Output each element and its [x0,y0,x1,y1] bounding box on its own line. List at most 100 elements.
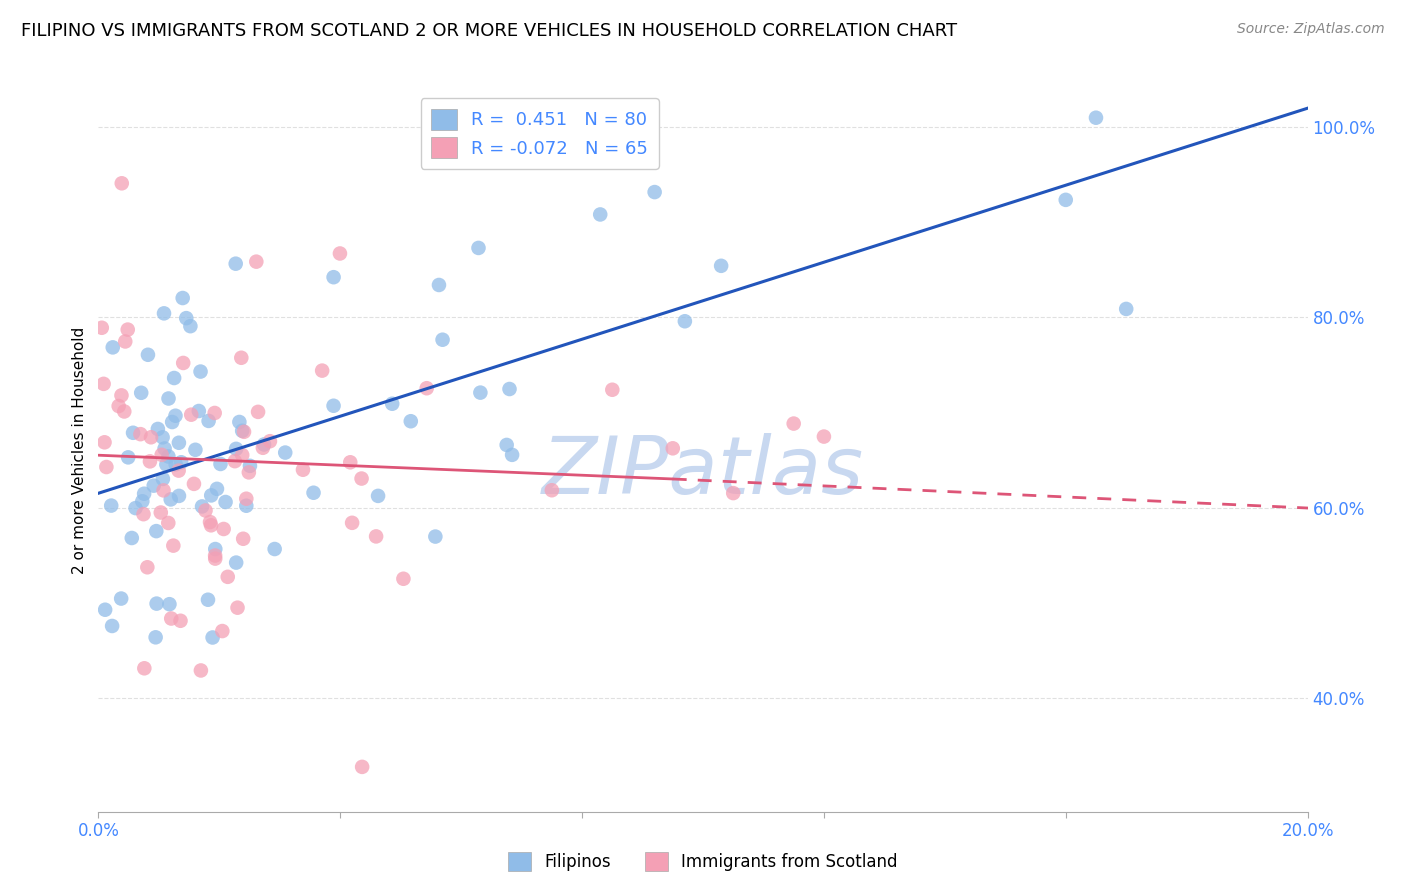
Point [274,445,297,459]
Point [167,435,190,450]
Point [259,434,281,449]
Point [239,458,262,473]
Point [145,597,167,611]
Point [172,291,194,305]
Point [322,399,344,413]
Point [197,414,219,428]
Point [364,529,387,543]
Point [152,483,174,498]
Point [101,619,124,633]
Point [813,429,835,443]
Point [425,530,447,544]
Point [121,531,143,545]
Point [162,539,184,553]
Point [145,630,167,644]
Point [340,516,363,530]
Point [205,482,228,496]
Point [190,365,212,379]
Point [211,624,233,638]
Point [194,503,217,517]
Point [157,516,180,530]
Point [291,463,314,477]
Point [170,455,193,469]
Point [180,408,202,422]
Text: ZIPatlas: ZIPatlas [541,434,865,511]
Point [157,450,180,464]
Point [93,435,115,450]
Point [172,356,194,370]
Point [253,437,276,451]
Point [339,455,361,469]
Point [783,417,806,431]
Point [232,532,254,546]
Point [110,388,132,402]
Point [169,614,191,628]
Point [311,363,333,377]
Point [124,501,146,516]
Point [132,507,155,521]
Point [235,499,257,513]
Point [252,441,274,455]
Point [163,371,186,385]
Point [117,323,139,337]
Point [209,457,232,471]
Point [673,314,696,328]
Point [226,600,249,615]
Point [432,333,454,347]
Point [139,454,162,468]
Point [498,382,520,396]
Point [233,425,256,439]
Point [165,457,187,471]
Point [122,425,145,440]
Point [153,306,176,320]
Point [155,458,177,472]
Point [302,485,325,500]
Point [184,442,207,457]
Legend: R =  0.451   N = 80, R = -0.072   N = 65: R = 0.451 N = 80, R = -0.072 N = 65 [420,98,659,169]
Point [100,499,122,513]
Point [415,381,437,395]
Point [183,476,205,491]
Point [200,488,222,502]
Point [129,385,152,400]
Point [235,491,257,506]
Point [112,404,135,418]
Point [179,319,201,334]
Point [1054,193,1077,207]
Point [204,549,226,563]
Point [367,489,389,503]
Point [142,478,165,492]
Point [470,385,492,400]
Point [224,454,246,468]
Point [231,351,253,365]
Point [495,438,517,452]
Point [150,448,173,462]
Point [159,492,181,507]
Point [129,427,152,442]
Point [90,320,112,334]
Point [174,311,197,326]
Point [467,241,489,255]
Point [350,471,373,485]
Point [187,404,209,418]
Point [152,472,174,486]
Point [399,414,422,428]
Point [96,460,118,475]
Point [589,207,612,221]
Point [153,442,176,456]
Point [661,442,683,456]
Point [392,572,415,586]
Point [381,397,404,411]
Point [117,450,139,465]
Point [352,760,374,774]
Point [197,592,219,607]
Point [139,430,162,444]
Point [212,522,235,536]
Point [165,409,187,423]
Point [160,611,183,625]
Text: Source: ZipAtlas.com: Source: ZipAtlas.com [1237,22,1385,37]
Point [322,270,344,285]
Point [214,495,236,509]
Point [201,631,224,645]
Point [225,556,247,570]
